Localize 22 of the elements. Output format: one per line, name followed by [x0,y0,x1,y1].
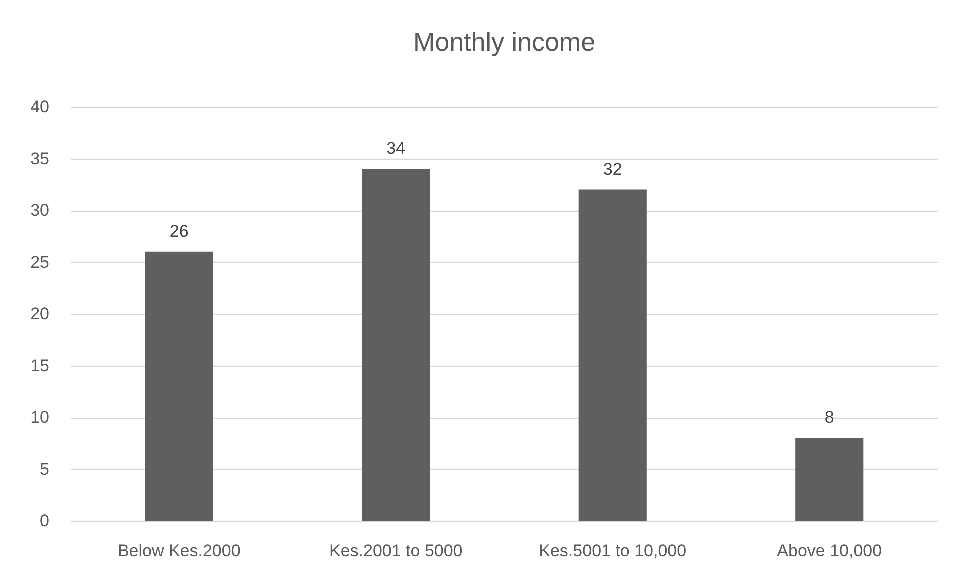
bar [362,169,430,521]
y-tick-label: 20 [30,304,50,324]
data-label: 32 [603,160,622,179]
chart-title: Monthly income [413,27,596,57]
y-tick-label: 0 [40,512,50,530]
x-tick-label: Kes.2001 to 5000 [329,542,463,560]
y-tick-label: 5 [40,460,50,479]
x-tick-label: Above 10,000 [777,542,882,560]
y-tick-label: 25 [30,252,50,272]
bar [796,438,864,521]
x-tick-label: Below Kes.2000 [118,542,241,560]
data-label: 26 [170,222,189,241]
y-tick-label: 10 [30,408,50,427]
y-tick-label: 15 [30,356,50,376]
bar [145,252,214,521]
y-tick-label: 40 [30,98,50,116]
bar [578,190,647,521]
y-tick-label: 35 [30,149,50,168]
data-label: 34 [386,139,406,158]
data-label: 8 [824,408,834,428]
x-tick-label: Kes.5001 to 10,000 [539,542,687,560]
y-tick-label: 30 [30,201,50,220]
